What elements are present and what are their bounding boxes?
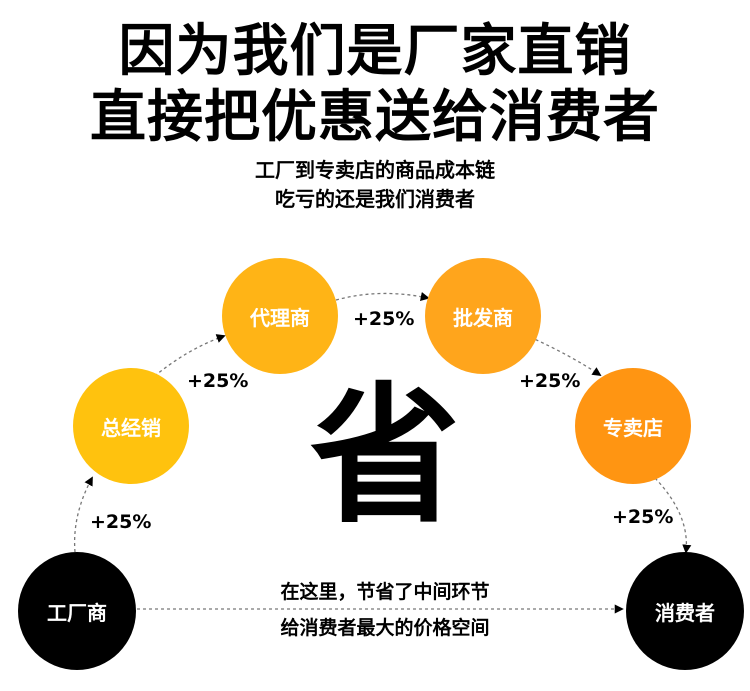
node-store: 专卖店 (575, 368, 691, 484)
node-wholesaler: 批发商 (425, 258, 541, 374)
markup-label-5: +25% (612, 506, 674, 528)
arrow-wholesaler-to-store (529, 336, 602, 377)
subhead-line-1: 工厂到专卖店的商品成本链 (255, 158, 495, 182)
node-consumer: 消费者 (626, 552, 744, 670)
node-distributor: 总经销 (73, 368, 189, 484)
note-line-1: 在这里，节省了中间环节 (280, 581, 490, 603)
arrow-distributor-to-agent (149, 334, 226, 381)
markup-label-1: +25% (90, 511, 152, 533)
node-factory: 工厂商 (18, 552, 136, 670)
headline-line-1: 因为我们是厂家直销 (118, 19, 632, 84)
markup-label-4: +25% (519, 370, 581, 392)
arrow-factory-to-distributor (73, 476, 93, 553)
note-line-2: 给消费者最大的价格空间 (280, 617, 490, 639)
save-character: 省 (309, 370, 460, 544)
node-agent: 代理商 (222, 258, 338, 374)
headline-line-2: 直接把优惠送给消费者 (90, 85, 660, 150)
subhead-line-2: 吃亏的还是我们消费者 (275, 187, 475, 211)
markup-label-2: +25% (187, 370, 249, 392)
markup-label-3: +25% (353, 308, 415, 330)
arrow-agent-to-wholesaler (335, 292, 430, 301)
